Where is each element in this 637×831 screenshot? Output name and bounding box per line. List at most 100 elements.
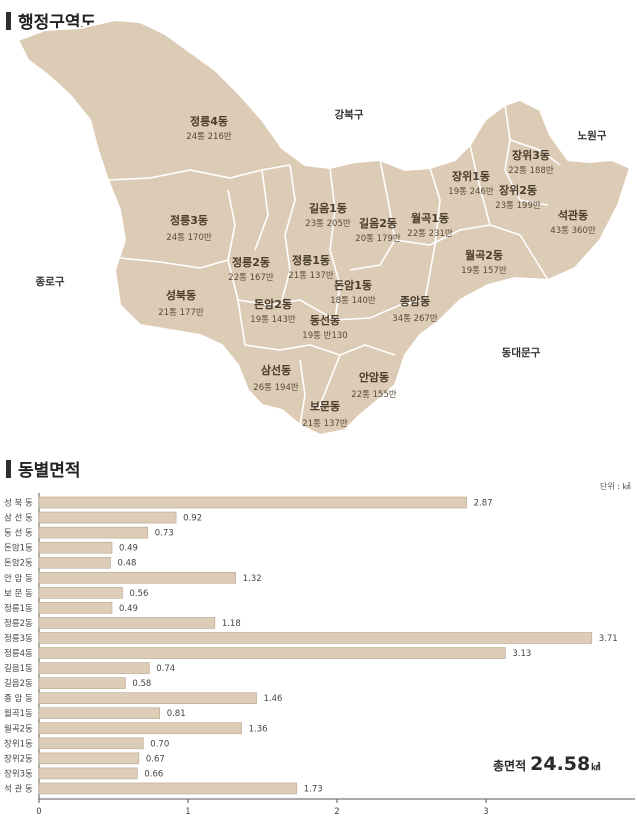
svg-text:석관동: 석관동 [558, 208, 588, 222]
svg-text:정릉4동: 정릉4동 [190, 114, 228, 128]
value-label: 2.87 [474, 499, 493, 509]
outer-label-jongno: 종로구 [36, 276, 65, 288]
category-label: 안 암 동 [4, 573, 33, 584]
value-label: 0.81 [167, 709, 186, 719]
region-label-jangwi2: 장위2동 23통 199반 [495, 183, 541, 211]
bar [38, 662, 150, 674]
category-label: 종 암 동 [4, 693, 33, 704]
region-label-wolgok1: 월곡1동 22통 231반 [407, 211, 453, 239]
value-label: 0.49 [119, 604, 138, 614]
category-label: 돈암2동 [4, 558, 33, 569]
x-tick-label: 2 [334, 807, 339, 817]
bar [38, 707, 160, 720]
svg-text:22통 188반: 22통 188반 [508, 165, 554, 176]
total-area-value: 24.58 [530, 753, 591, 775]
outer-label-gangbuk: 강북구 [335, 108, 364, 121]
value-label: 0.70 [150, 739, 169, 749]
value-label: 0.66 [144, 769, 163, 779]
region-label-gileum2: 길음2동 20통 179반 [355, 217, 401, 244]
svg-text:정릉1동: 정릉1동 [292, 253, 330, 267]
region-label-dongseon: 동선동 19통 반130 [302, 313, 347, 341]
category-label: 정릉3동 [4, 633, 33, 644]
region-label-jangwi1: 장위1동 19통 246반 [448, 169, 494, 197]
x-tick-label: 0 [36, 807, 41, 817]
region-label-samseon: 삼선동 26통 194반 [253, 363, 299, 393]
value-label: 3.71 [599, 634, 618, 644]
value-label: 0.92 [183, 514, 202, 524]
area-section-title: 동별면적 [6, 456, 81, 481]
value-label: 0.73 [155, 529, 174, 539]
bar [38, 632, 593, 644]
svg-text:삼선동: 삼선동 [261, 363, 291, 377]
area-section-title-text: 동별면적 [18, 461, 81, 481]
svg-text:21통 177반: 21통 177반 [158, 307, 204, 318]
svg-text:보문동: 보문동 [310, 400, 340, 413]
svg-text:22통 155반: 22통 155반 [351, 389, 397, 400]
category-label: 동 선 동 [4, 529, 33, 539]
category-label: 장위3동 [4, 768, 33, 779]
value-label: 0.49 [119, 544, 138, 554]
svg-text:20통 179반: 20통 179반 [355, 233, 401, 244]
total-area: 총면적 24.58㎢ [493, 753, 600, 775]
category-label: 정릉1동 [4, 603, 33, 614]
svg-text:돈암1동: 돈암1동 [334, 279, 372, 292]
x-tick-label: 3 [483, 807, 488, 817]
unit-label: 단위 : ㎢ [600, 482, 631, 491]
bar [38, 587, 123, 599]
region-label-seongbuk: 성북동 21통 177반 [158, 288, 204, 318]
region-label-bomun: 보문동 21통 137반 [302, 400, 348, 429]
svg-text:18통 140반: 18통 140반 [330, 295, 376, 306]
outer-label-nowon: 노원구 [578, 129, 607, 142]
value-label: 1.73 [304, 784, 323, 794]
region-label-donam1: 돈암1동 18통 140반 [330, 279, 376, 306]
svg-text:동선동: 동선동 [310, 313, 340, 327]
district-map: 강북구 노원구 종로구 동대문구 정릉4동 24통 216반 정릉3동 24통 … [16, 18, 632, 437]
category-label: 정릉4동 [4, 648, 33, 659]
bar [38, 511, 177, 524]
svg-text:24통 170반: 24통 170반 [166, 232, 212, 243]
value-label: 1.46 [264, 694, 283, 704]
bar [38, 602, 113, 614]
category-label: 길음2동 [4, 679, 33, 689]
region-label-seokgwan: 석관동 43통 360반 [550, 208, 596, 236]
region-label-jongam: 종암동 34통 267반 [392, 295, 438, 324]
svg-text:21통 137반: 21통 137반 [302, 418, 348, 429]
svg-text:22통 231반: 22통 231반 [407, 228, 453, 239]
category-label: 장위2동 [4, 753, 33, 764]
region-label-jeongneung2: 정릉2동 22통 167반 [228, 255, 274, 283]
bar [38, 571, 236, 584]
bar [38, 767, 138, 780]
bar [38, 737, 144, 750]
value-label: 0.48 [118, 559, 137, 569]
category-label: 보 문 동 [4, 589, 33, 599]
svg-text:26통 194반: 26통 194반 [253, 382, 299, 393]
region-label-jeongneung4: 정릉4동 24통 216반 [186, 114, 232, 142]
value-label: 1.32 [243, 574, 262, 584]
value-label: 3.13 [512, 649, 531, 659]
bar [38, 692, 257, 704]
svg-text:장위1동: 장위1동 [452, 169, 490, 183]
value-label: 0.74 [156, 664, 175, 674]
total-area-label: 총면적 [493, 759, 527, 773]
category-label: 월곡2동 [4, 723, 33, 734]
svg-text:길음2동: 길음2동 [359, 217, 397, 230]
svg-text:종암동: 종암동 [400, 295, 430, 308]
outer-label-dongdaemun: 동대문구 [502, 346, 541, 359]
region-label-jangwi3: 장위3동 22통 188반 [508, 148, 554, 176]
category-label: 삼 선 동 [4, 513, 33, 524]
svg-text:정릉2동: 정릉2동 [232, 255, 270, 269]
svg-text:21통 137반: 21통 137반 [288, 270, 334, 281]
svg-text:장위2동: 장위2동 [499, 183, 537, 197]
value-label: 0.67 [146, 754, 165, 764]
district-borders [107, 104, 561, 426]
svg-text:19통 246반: 19통 246반 [448, 186, 494, 197]
bar [38, 556, 111, 569]
bar [38, 496, 467, 509]
svg-text:34통 267반: 34통 267반 [392, 313, 438, 324]
total-area-unit: ㎢ [591, 763, 601, 773]
category-label: 석 관 동 [4, 783, 33, 794]
svg-text:19통 반130: 19통 반130 [302, 330, 347, 341]
category-label: 월곡1동 [4, 708, 33, 719]
bar [38, 752, 140, 765]
region-label-anam: 안암동 22통 155반 [351, 370, 397, 400]
